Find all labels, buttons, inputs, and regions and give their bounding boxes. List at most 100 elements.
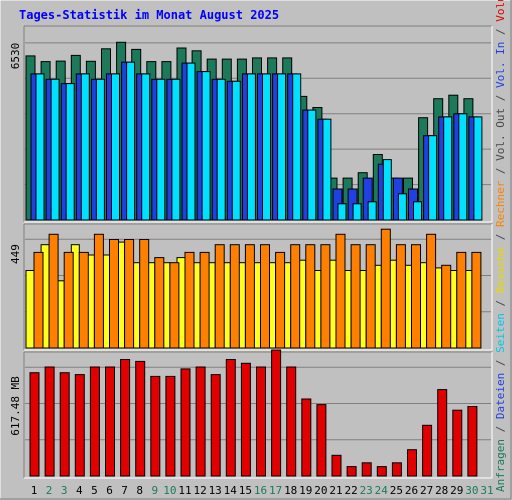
bar-seiten-day-28: [443, 116, 453, 221]
bar-volumen-day-30: [467, 406, 478, 477]
legend-entry: Rechner: [494, 180, 507, 227]
bar-rechner-day-3: [63, 251, 74, 349]
day-label-22: 22: [344, 484, 357, 497]
day-label-3: 3: [61, 484, 68, 497]
bar-rechner-day-11: [184, 251, 195, 349]
day-label-18: 18: [284, 484, 297, 497]
bar-seiten-day-3: [65, 83, 75, 221]
legend-entry: /: [494, 22, 507, 42]
bar-volumen-day-20: [316, 404, 327, 477]
bar-seiten-day-11: [186, 62, 196, 221]
bar-seiten-day-17: [277, 73, 287, 221]
bar-seiten-day-15: [246, 73, 256, 221]
bar-volumen-day-5: [89, 366, 100, 477]
bar-seiten-day-30: [473, 116, 483, 221]
bar-seiten-day-26: [413, 201, 422, 221]
bar-volumen-day-13: [210, 374, 221, 477]
bar-volumen-day-22: [346, 466, 357, 477]
series-legend-vertical: Anfragen / Dateien / Seiten / Besuche / …: [494, 0, 507, 492]
bar-volumen-day-28: [437, 389, 448, 477]
bar-volumen-day-7: [120, 359, 131, 477]
legend-entry: Vol. In: [494, 42, 507, 88]
day-label-29: 29: [450, 484, 463, 497]
bar-volumen-day-4: [74, 374, 85, 477]
bar-volumen-day-1: [29, 372, 40, 477]
bar-seiten-day-14: [231, 80, 241, 221]
bar-rechner-day-2: [48, 233, 59, 349]
bar-seiten-day-4: [80, 73, 90, 221]
legend-entry: /: [494, 161, 507, 181]
day-label-19: 19: [299, 484, 312, 497]
bar-seiten-day-8: [141, 73, 151, 221]
bar-seiten-day-6: [111, 73, 120, 221]
bar-volumen-day-17: [271, 349, 282, 477]
day-label-31: 31: [480, 484, 493, 497]
bar-rechner-day-7: [124, 239, 135, 349]
bar-rechner-day-15: [244, 244, 255, 349]
bar-volumen-day-6: [105, 366, 115, 477]
day-label-5: 5: [91, 484, 98, 497]
legend-entry: Anfragen: [494, 439, 507, 492]
day-label-12: 12: [193, 484, 206, 497]
x-axis-day-labels: 1 2 3 4 5 6 7 8 9 10 11 12 13 14 15 16 17 18 19 20 21 22 23 24 2…: [31, 484, 494, 497]
bar-volumen-day-16: [256, 366, 266, 477]
bar-rechner-day-10: [169, 262, 180, 349]
bar-seiten-day-16: [262, 73, 271, 221]
day-label-20: 20: [314, 484, 327, 497]
y-max-label: 6530: [9, 43, 22, 70]
day-label-7: 7: [121, 484, 128, 497]
bar-seiten-day-12: [201, 71, 211, 221]
bar-volumen-day-21: [331, 454, 342, 477]
bar-seiten-day-20: [322, 118, 332, 221]
bar-rechner-day-24: [380, 228, 391, 349]
day-label-14: 14: [224, 484, 238, 497]
bar-rechner-day-30: [471, 251, 482, 349]
bar-volumen-day-25: [391, 462, 402, 477]
bar-besuche-day-1: [25, 270, 35, 349]
day-label-10: 10: [163, 484, 176, 497]
bar-rechner-day-18: [290, 244, 301, 349]
bar-volumen-day-10: [165, 375, 176, 477]
bar-volumen-day-15: [240, 362, 251, 477]
bar-seiten-day-7: [126, 61, 136, 221]
bar-rechner-day-1: [33, 251, 44, 349]
day-label-16: 16: [254, 484, 267, 497]
bar-seiten-day-23: [367, 201, 377, 221]
legend-entry: Besuche: [494, 247, 507, 293]
bar-seiten-day-18: [292, 73, 302, 221]
bar-seiten-day-27: [428, 135, 438, 221]
bar-seiten-day-29: [458, 113, 468, 221]
bar-seiten-day-13: [216, 78, 226, 221]
legend-entry: Vol. Out: [494, 108, 507, 161]
bar-volumen-day-29: [452, 409, 463, 477]
day-label-27: 27: [420, 484, 433, 497]
bar-volumen-day-12: [195, 366, 206, 477]
day-label-4: 4: [76, 484, 83, 497]
bar-rechner-day-4: [78, 251, 89, 349]
bar-volumen-day-9: [150, 375, 161, 477]
chart-title: Tages-Statistik im Monat August 2025: [19, 8, 279, 22]
bar-volumen-day-19: [301, 398, 312, 477]
day-label-28: 28: [435, 484, 448, 497]
bar-rechner-day-9: [154, 257, 165, 349]
bar-seiten-day-22: [352, 203, 362, 221]
y-max-label: 449: [9, 244, 22, 264]
day-label-24: 24: [375, 484, 389, 497]
bar-rechner-day-8: [139, 239, 150, 349]
day-label-11: 11: [178, 484, 191, 497]
bar-rechner-day-5: [93, 233, 104, 349]
bar-rechner-day-26: [411, 244, 421, 349]
bar-rechner-day-29: [456, 251, 467, 349]
day-label-25: 25: [390, 484, 403, 497]
bar-seiten-day-21: [337, 203, 347, 221]
day-label-9: 9: [151, 484, 158, 497]
day-label-17: 17: [269, 484, 282, 497]
legend-entry: /: [494, 293, 507, 313]
day-label-26: 26: [405, 484, 418, 497]
day-label-23: 23: [360, 484, 373, 497]
panel-volume: 617.48 MB: [9, 349, 493, 479]
bar-rechner-day-27: [426, 233, 437, 349]
day-label-13: 13: [209, 484, 222, 497]
bar-volumen-day-23: [361, 462, 372, 477]
